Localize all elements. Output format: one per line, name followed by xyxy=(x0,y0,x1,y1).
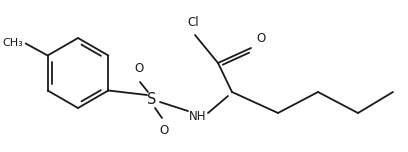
Text: O: O xyxy=(160,123,169,136)
Text: O: O xyxy=(256,33,266,45)
Text: Cl: Cl xyxy=(187,17,199,29)
Text: NH: NH xyxy=(189,111,207,123)
Text: O: O xyxy=(134,62,144,76)
Text: CH₃: CH₃ xyxy=(2,38,23,47)
Text: S: S xyxy=(147,93,157,107)
